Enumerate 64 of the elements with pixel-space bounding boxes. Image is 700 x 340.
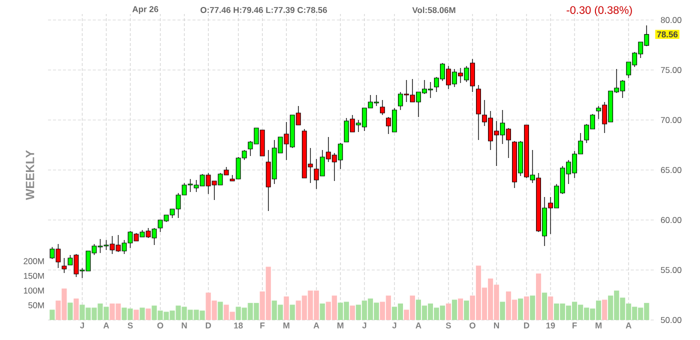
bar xyxy=(542,292,548,320)
x-tick-label: J xyxy=(80,322,84,328)
y2-tick-label: 150M xyxy=(24,272,44,279)
x-tick-label: J xyxy=(392,322,396,328)
bar xyxy=(146,308,151,320)
text: O:77.46 H:79.46 L:77.39 C:78.56 xyxy=(200,7,327,14)
x-tick-label: D xyxy=(206,322,212,328)
bar xyxy=(320,304,325,320)
bar xyxy=(140,308,145,320)
text: Apr 26 xyxy=(132,6,158,14)
x-tick-label: 19 xyxy=(546,322,555,329)
bar xyxy=(50,310,55,320)
x-tick-label: F xyxy=(260,322,265,328)
bar xyxy=(446,304,452,320)
text: WEEKLY xyxy=(26,150,34,200)
x-tick-label: J xyxy=(362,322,366,328)
x-tick-label: S xyxy=(446,322,451,329)
y2-tick-label: 200M xyxy=(24,258,44,264)
y-tick-label: 75.00 xyxy=(660,67,682,73)
x-tick-label: F xyxy=(572,322,577,328)
bar xyxy=(218,302,223,320)
bar xyxy=(452,300,458,320)
candlestick xyxy=(380,100,385,116)
x-tick-label: D xyxy=(524,322,530,328)
text: Vol:58.06M xyxy=(412,6,456,14)
x-tick-label: S xyxy=(128,322,133,329)
bar xyxy=(548,296,554,320)
bar xyxy=(68,302,73,320)
bar xyxy=(602,300,608,320)
y-tick-label: 60.00 xyxy=(660,217,682,223)
y-tick-label: 65.00 xyxy=(660,167,682,173)
bar xyxy=(350,306,355,320)
x-tick-label: M xyxy=(337,322,344,328)
x-tick-label: A xyxy=(626,322,632,328)
bar xyxy=(290,304,295,320)
candlestick xyxy=(62,258,67,274)
x-tick-label: N xyxy=(494,322,499,328)
x-tick-label: O xyxy=(470,322,476,329)
bar xyxy=(524,296,530,320)
x-tick-label: M xyxy=(596,322,602,328)
y2-tick-label: 50M xyxy=(28,302,44,308)
annotation: 78.56 xyxy=(657,31,678,38)
y-tick-label: 70.00 xyxy=(660,117,682,123)
bar xyxy=(536,274,542,320)
bar xyxy=(74,298,79,320)
x-tick-label: A xyxy=(103,322,110,328)
x-tick-label: A xyxy=(314,322,320,328)
y-tick-label: 80.00 xyxy=(660,17,682,23)
annotation: -0.30 (0.38%) xyxy=(566,6,632,16)
bar xyxy=(284,296,289,320)
y2-tick-label: 100M xyxy=(24,288,44,294)
bar xyxy=(458,298,464,320)
x-tick-label: A xyxy=(416,322,422,328)
bar xyxy=(530,296,536,320)
x-tick-label: M xyxy=(283,322,290,328)
bar xyxy=(464,300,470,320)
x-tick-label: N xyxy=(182,322,187,328)
y-tick-label: 55.00 xyxy=(660,267,682,273)
bar xyxy=(500,302,506,320)
bar xyxy=(518,298,524,320)
x-tick-label: 18 xyxy=(234,322,243,329)
x-tick-label: O xyxy=(157,322,164,329)
bar xyxy=(134,310,139,320)
y-tick-label: 50.00 xyxy=(660,317,682,323)
